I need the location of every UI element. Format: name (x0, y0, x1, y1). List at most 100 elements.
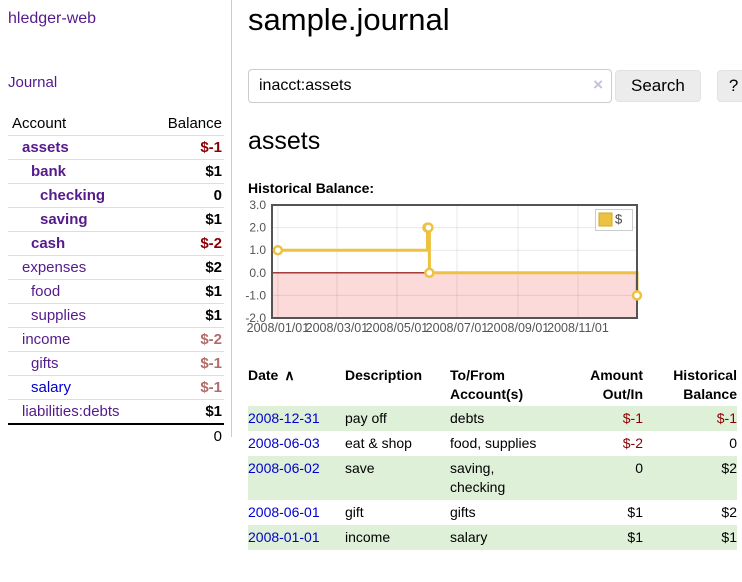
account-cell: supplies (8, 303, 149, 328)
sidebar-item-journal[interactable]: Journal (8, 74, 58, 91)
accounts-total-value: 0 (148, 423, 224, 448)
account-link[interactable]: assets (22, 139, 69, 156)
account-cell: checking (8, 183, 149, 208)
register-header-balance[interactable]: Historical Balance (673, 367, 737, 402)
account-link[interactable]: cash (31, 235, 66, 252)
search-input[interactable] (248, 69, 612, 103)
register-balance-cell: 0 (729, 435, 737, 451)
register-date-cell: 2008-06-03 (248, 431, 345, 456)
register-row[interactable]: 2008-06-02 save saving, checking 0 $2 (248, 456, 737, 500)
register-balance-cell: $-1 (716, 410, 737, 426)
register-description-cell: pay off (345, 410, 387, 426)
account-balance: $-2 (148, 231, 224, 256)
account-link[interactable]: bank (31, 163, 67, 180)
account-row: cash $-2 (8, 231, 224, 256)
account-cell: bank (8, 159, 149, 184)
register-row[interactable]: 2008-12-31 pay off debts $-1 $-1 (248, 406, 737, 431)
svg-text:2008/09/01: 2008/09/01 (487, 321, 550, 335)
account-row: gifts $-1 (8, 351, 224, 376)
register-accounts-cell: food, supplies (450, 435, 537, 451)
transaction-date-link[interactable]: 2008-01-01 (248, 529, 320, 545)
account-balance: $1 (148, 207, 224, 232)
svg-text:2008/05/01: 2008/05/01 (366, 321, 429, 335)
account-cell: liabilities:debts (8, 399, 149, 424)
register-description-cell: income (345, 529, 391, 545)
chart-legend-label: $ (615, 212, 623, 227)
account-cell: expenses (8, 255, 149, 280)
page-title: sample.journal (248, 2, 450, 37)
account-link[interactable]: supplies (31, 307, 87, 324)
register-header-date[interactable]: Date ∧ (248, 367, 295, 383)
accounts-balance-table: Account Balance assets $-1 bank $1 checking 0… (8, 112, 224, 448)
account-cell: food (8, 279, 149, 304)
sidebar: hledger-web Journal Account Balance asse… (0, 0, 232, 550)
account-link[interactable]: salary (31, 379, 72, 396)
account-row: food $1 (8, 279, 224, 304)
help-button[interactable]: ? (716, 70, 742, 102)
register-header-amount[interactable]: Amount Out/In (590, 367, 643, 402)
register-amount-cell: $1 (627, 529, 643, 545)
account-title: assets (248, 127, 321, 155)
account-balance: $1 (148, 159, 224, 184)
account-balance: $1 (148, 279, 224, 304)
account-link[interactable]: liabilities:debts (22, 403, 120, 420)
svg-text:-1.0: -1.0 (245, 288, 266, 302)
register-row[interactable]: 2008-01-01 income salary $1 $1 (248, 525, 737, 550)
accounts-header-account: Account (12, 115, 67, 132)
account-cell: cash (8, 231, 149, 256)
accounts-total-spacer (8, 423, 149, 448)
account-cell: saving (8, 207, 149, 232)
search-bar: × Search ? (248, 69, 742, 103)
register-table: Date ∧ Description To/From Account(s) Amo… (248, 364, 737, 550)
chart-label: Historical Balance: (248, 180, 375, 196)
register-header-accounts[interactable]: To/From Account(s) (450, 367, 524, 402)
search-button[interactable]: Search (615, 70, 701, 102)
transaction-date-link[interactable]: 2008-12-31 (248, 410, 320, 426)
svg-text:2008/03/01: 2008/03/01 (306, 321, 369, 335)
svg-text:2008/01/01: 2008/01/01 (247, 321, 310, 335)
page: hledger-web Journal Account Balance asse… (0, 0, 742, 550)
account-row: checking 0 (8, 183, 224, 208)
register-description-cell: gift (345, 504, 364, 520)
transaction-date-link[interactable]: 2008-06-03 (248, 435, 320, 451)
register-amount-cell: $-2 (622, 435, 643, 451)
account-balance: $-1 (148, 375, 224, 400)
svg-text:0.0: 0.0 (249, 266, 266, 280)
register-row[interactable]: 2008-06-01 gift gifts $1 $2 (248, 500, 737, 525)
account-row: expenses $2 (8, 255, 224, 280)
register-accounts-cell: debts (450, 410, 485, 426)
register-accounts-cell: salary (450, 529, 488, 545)
register-header-row: Date ∧ Description To/From Account(s) Amo… (248, 364, 737, 406)
clear-search-icon[interactable]: × (593, 75, 603, 94)
account-link[interactable]: saving (40, 211, 88, 228)
app-title-link[interactable]: hledger-web (8, 10, 97, 27)
svg-text:3.0: 3.0 (249, 198, 266, 212)
account-link[interactable]: expenses (22, 259, 87, 276)
account-row: saving $1 (8, 207, 224, 232)
account-row: liabilities:debts $1 (8, 399, 224, 424)
search-input-wrap: × (248, 69, 612, 103)
account-link[interactable]: checking (40, 187, 106, 204)
svg-text:2.0: 2.0 (249, 221, 266, 235)
register-amount-cell: $1 (627, 504, 643, 520)
svg-text:1.0: 1.0 (249, 243, 266, 257)
register-date-cell: 2008-12-31 (248, 406, 345, 431)
register-description-cell: eat & shop (345, 435, 412, 451)
svg-text:-2.0: -2.0 (245, 311, 266, 325)
account-balance: $2 (148, 255, 224, 280)
accounts-header-balance: Balance (167, 115, 222, 132)
account-link[interactable]: food (31, 283, 61, 300)
account-balance: 0 (148, 183, 224, 208)
register-description-cell: save (345, 460, 375, 476)
register-balance-cell: $2 (721, 460, 737, 476)
register-row[interactable]: 2008-06-03 eat & shop food, supplies $-2 0 (248, 431, 737, 456)
register-date-cell: 2008-06-01 (248, 500, 345, 525)
account-balance: $1 (148, 399, 224, 424)
account-link[interactable]: income (22, 331, 71, 348)
transaction-date-link[interactable]: 2008-06-02 (248, 460, 320, 476)
historical-balance-chart[interactable]: 3.0 2.0 1.0 0.0 -1.0 -2.0 2008/01/01 2008/03/01… (245, 198, 643, 344)
account-link[interactable]: gifts (31, 355, 59, 372)
register-header-description[interactable]: Description (345, 367, 423, 383)
account-cell: income (8, 327, 149, 352)
transaction-date-link[interactable]: 2008-06-01 (248, 504, 320, 520)
